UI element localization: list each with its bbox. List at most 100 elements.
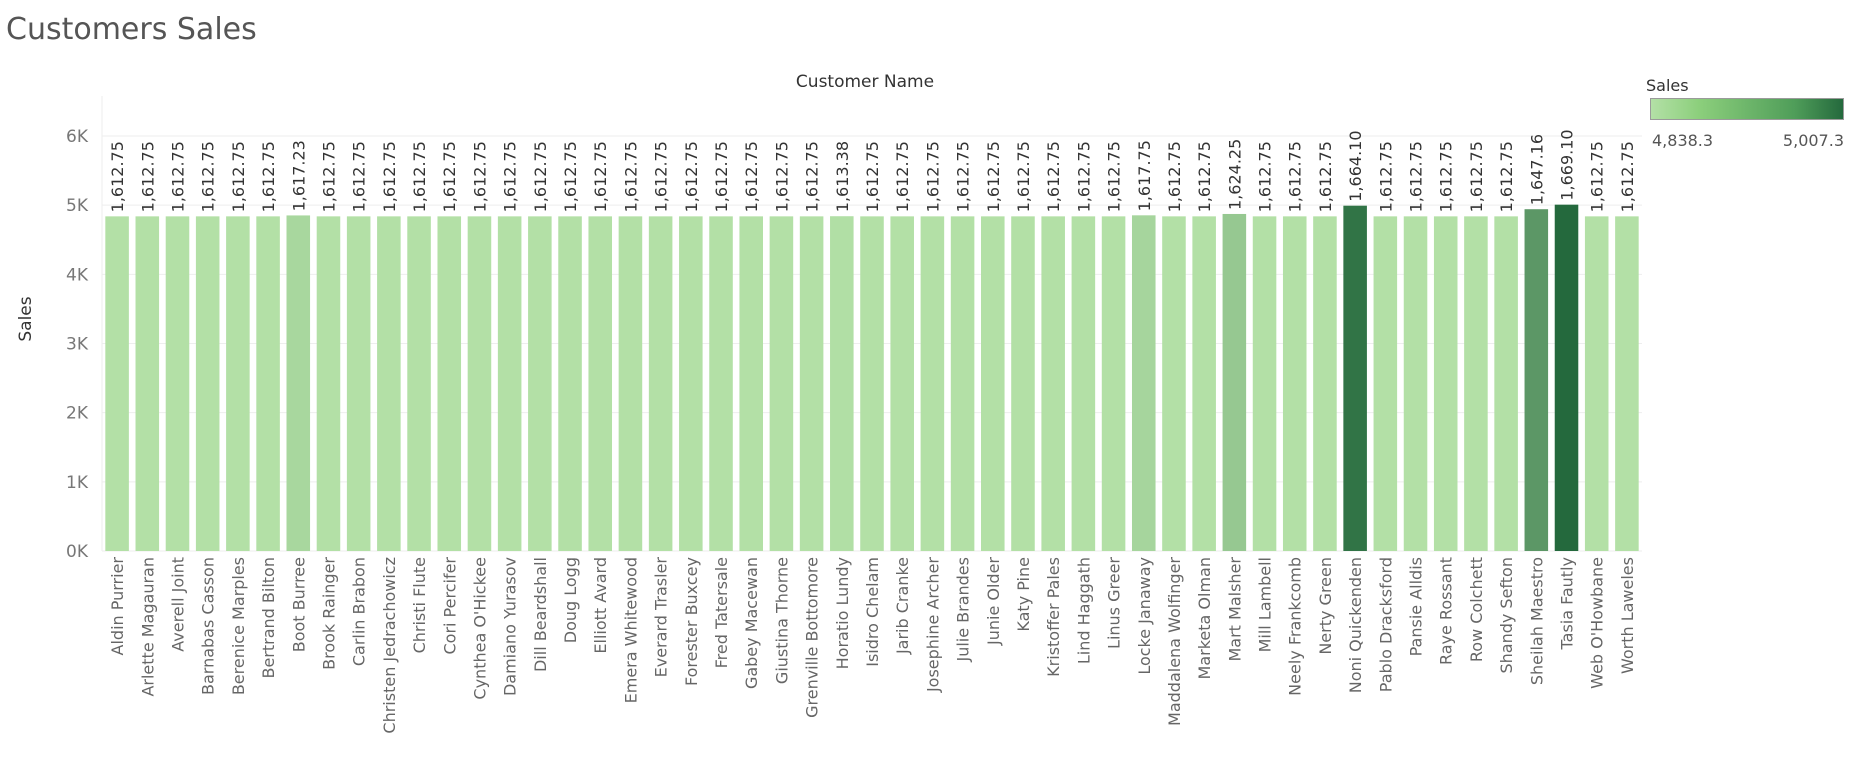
- bar-data-label: 1,612.75: [1376, 141, 1395, 212]
- bar[interactable]: [135, 216, 160, 551]
- x-tick-label: Cynthea O'Hickee: [470, 557, 489, 700]
- x-tick-label: Josephine Archer: [923, 557, 942, 693]
- x-tick-label: Katy Pine: [1014, 557, 1033, 632]
- x-tick-label: Elliott Avard: [591, 557, 610, 654]
- bar-data-label: 1,612.75: [712, 141, 731, 212]
- x-tick-label: Forester Buxcey: [682, 557, 701, 686]
- bar[interactable]: [467, 216, 492, 551]
- bar[interactable]: [558, 216, 582, 551]
- bar[interactable]: [1282, 216, 1307, 551]
- bar[interactable]: [1041, 216, 1065, 551]
- x-tick-label: Doug Logg: [561, 557, 580, 643]
- x-tick-label: Dill Beardshall: [531, 557, 550, 672]
- color-legend: Sales 4,838.3 5,007.3: [1646, 74, 1846, 154]
- bar[interactable]: [1433, 216, 1458, 551]
- x-tick-label: Aldin Purrier: [108, 557, 127, 656]
- bar[interactable]: [316, 216, 341, 551]
- y-tick-label: 1K: [66, 473, 89, 493]
- bar-data-label: 1,612.75: [923, 141, 942, 212]
- bar[interactable]: [1011, 216, 1035, 551]
- bar-data-label: 1,647.16: [1527, 134, 1546, 205]
- bar[interactable]: [1615, 216, 1639, 551]
- x-tick-label: Junie Older: [984, 557, 1003, 646]
- bar-data-label: 1,612.75: [350, 141, 369, 212]
- bar-data-label: 1,612.75: [1437, 141, 1456, 212]
- bar[interactable]: [920, 216, 945, 551]
- x-tick-label: Maddalena Wolfinger: [1165, 557, 1184, 726]
- bar[interactable]: [648, 216, 673, 551]
- bar-data-label: 1,612.75: [863, 141, 882, 212]
- bar[interactable]: [799, 216, 824, 551]
- bar[interactable]: [437, 216, 462, 551]
- bar[interactable]: [1313, 216, 1337, 551]
- bar[interactable]: [890, 216, 914, 551]
- bar[interactable]: [256, 216, 280, 551]
- bar[interactable]: [286, 215, 311, 552]
- bar[interactable]: [950, 216, 975, 551]
- x-tick-label: Berenice Marples: [229, 557, 248, 695]
- bar-data-label: 1,612.75: [561, 141, 580, 212]
- bar-data-label: 1,612.75: [380, 141, 399, 212]
- x-tick-label: Damiano Yurasov: [501, 557, 520, 696]
- bar-data-label: 1,612.75: [1105, 141, 1124, 212]
- bar[interactable]: [226, 216, 250, 551]
- bar[interactable]: [1373, 216, 1398, 551]
- legend-gradient-bar: [1650, 98, 1844, 120]
- bar-data-label: 1,612.75: [984, 141, 1003, 212]
- x-tick-label: Web O'Howbane: [1588, 557, 1607, 689]
- bar[interactable]: [165, 216, 190, 551]
- bar[interactable]: [407, 216, 431, 551]
- bar-data-label: 1,612.75: [259, 141, 278, 212]
- bar[interactable]: [346, 216, 371, 551]
- bar[interactable]: [1554, 204, 1579, 551]
- bar-data-label: 1,612.75: [682, 141, 701, 212]
- bar[interactable]: [1131, 215, 1156, 551]
- bar-data-label: 1,612.75: [108, 141, 127, 212]
- bar[interactable]: [1464, 216, 1488, 551]
- bar-data-label: 1,612.75: [1497, 141, 1516, 212]
- bar-data-label: 1,612.75: [591, 141, 610, 212]
- x-tick-label: Fred Tatersale: [712, 557, 731, 668]
- bar[interactable]: [588, 216, 613, 551]
- bar[interactable]: [105, 216, 129, 551]
- bar[interactable]: [1252, 216, 1277, 551]
- bar[interactable]: [195, 216, 220, 551]
- bar[interactable]: [618, 216, 643, 551]
- x-tick-label: Giustina Thorne: [772, 557, 791, 684]
- y-tick-label: 5K: [66, 196, 89, 216]
- bar[interactable]: [1524, 209, 1549, 551]
- bar[interactable]: [1162, 216, 1186, 551]
- bar[interactable]: [1222, 213, 1247, 551]
- bar[interactable]: [679, 216, 703, 551]
- bar[interactable]: [1192, 216, 1216, 551]
- bar[interactable]: [528, 216, 552, 551]
- bar[interactable]: [1101, 216, 1126, 551]
- bar[interactable]: [1071, 216, 1096, 551]
- bar-data-label: 1,612.75: [1618, 141, 1637, 212]
- bar[interactable]: [1494, 216, 1518, 551]
- bar[interactable]: [769, 216, 794, 551]
- bar-data-label: 1,612.75: [1316, 141, 1335, 212]
- bar[interactable]: [1403, 216, 1428, 551]
- bar-data-label: 1,612.75: [772, 141, 791, 212]
- x-tick-label: Bertrand Bilton: [259, 557, 278, 679]
- bar[interactable]: [739, 216, 763, 551]
- bar-data-label: 1,612.75: [742, 141, 761, 212]
- bar[interactable]: [377, 216, 401, 551]
- bar[interactable]: [497, 216, 522, 551]
- x-tick-label: Noni Quickenden: [1346, 557, 1365, 693]
- bar[interactable]: [1343, 205, 1367, 551]
- bar[interactable]: [830, 216, 854, 551]
- bar[interactable]: [709, 216, 733, 551]
- y-tick-label: 0K: [66, 542, 89, 562]
- bar-data-label: 1,669.10: [1558, 129, 1577, 200]
- x-tick-label: Brook Rainger: [319, 557, 338, 670]
- bar-data-label: 1,612.75: [621, 141, 640, 212]
- bar-data-label: 1,612.75: [501, 141, 520, 212]
- chart-data-labels: 1,612.75 1,612.75 1,612.75 1,612.75 1,612.75…: [108, 129, 1637, 212]
- bar[interactable]: [981, 216, 1005, 551]
- bar[interactable]: [1584, 216, 1609, 551]
- x-tick-label: Boot Burree: [289, 557, 308, 652]
- bar[interactable]: [860, 216, 884, 551]
